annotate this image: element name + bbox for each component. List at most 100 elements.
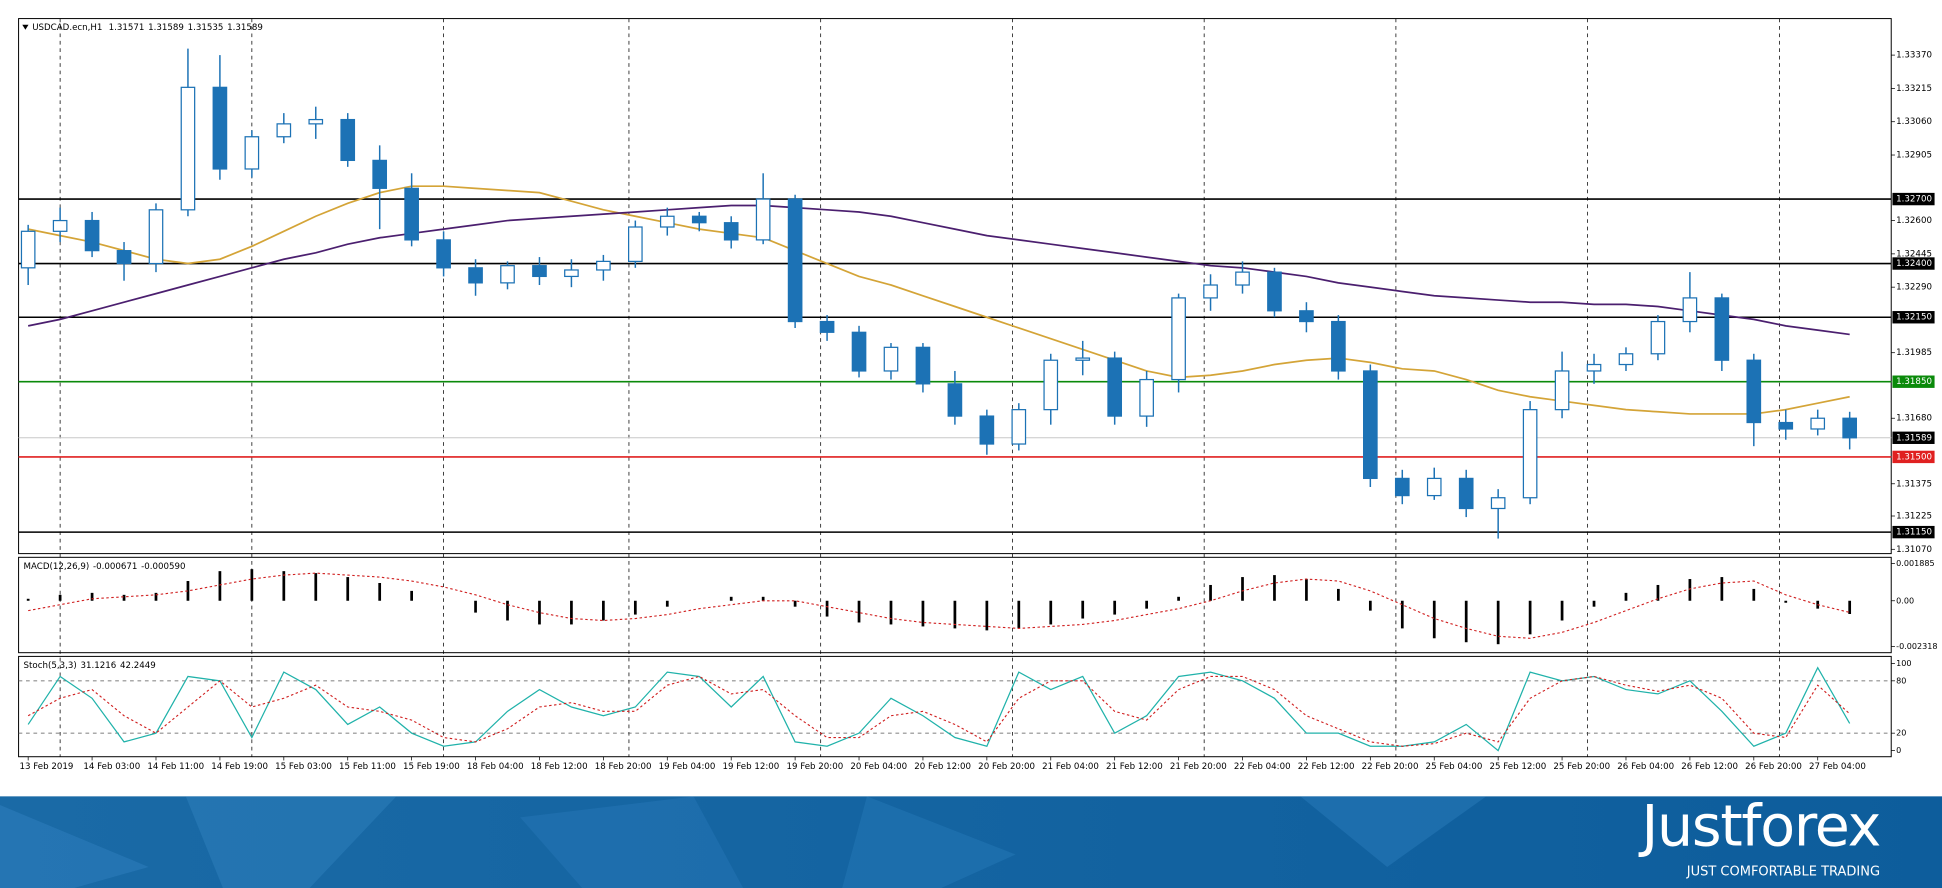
- y-tick-label: 1.33370: [1896, 51, 1932, 61]
- candle-body: [84, 219, 100, 252]
- candle-body: [1394, 477, 1410, 497]
- symbol: USDCAD.ecn,H1: [32, 23, 102, 33]
- moving-average: [27, 204, 1850, 336]
- price-level-tag: [1892, 450, 1935, 464]
- candle-body: [1618, 353, 1634, 366]
- candle-body: [436, 239, 451, 269]
- candle-body: [979, 415, 995, 445]
- candle-body: [947, 383, 963, 417]
- candle-body: [1043, 359, 1059, 411]
- y-tick-label: 0: [1896, 746, 1901, 755]
- x-tick-label: 15 Feb 19:00: [403, 762, 460, 772]
- candle-body: [1714, 297, 1730, 361]
- x-tick-label: 22 Feb 04:00: [1234, 762, 1291, 772]
- y-tick-label: 20: [1896, 729, 1906, 738]
- candle-body: [276, 123, 292, 138]
- footer-shape: [842, 796, 1016, 888]
- candle-body: [1011, 409, 1027, 445]
- candle-body: [1490, 497, 1506, 510]
- x-tick-label: 15 Feb 03:00: [275, 762, 332, 772]
- header-low: 1.31535: [188, 23, 224, 33]
- x-tick-label: 25 Feb 04:00: [1426, 762, 1483, 772]
- candle-body: [372, 159, 388, 189]
- x-tick-label: 20 Feb 12:00: [914, 762, 971, 772]
- price-level-tag: [1892, 375, 1935, 388]
- stoch-title: Stoch(5,3,3): [24, 661, 77, 671]
- footer-shape: [520, 796, 744, 888]
- candle-body: [755, 198, 771, 241]
- candle-body: [915, 346, 931, 385]
- price-level-tag: [1892, 525, 1935, 539]
- x-tick-label: 18 Feb 04:00: [467, 762, 524, 772]
- stoch-readout: 42.2449: [120, 661, 156, 671]
- y-tick-label: 0.001885: [1896, 559, 1934, 568]
- candle-body: [500, 265, 515, 284]
- price-panel: [18, 18, 1892, 555]
- x-tick-label: 22 Feb 12:00: [1298, 762, 1355, 772]
- y-tick-label: 100: [1896, 659, 1911, 668]
- macd-title: MACD(12,26,9): [24, 561, 90, 571]
- slogan: JUST COMFORTABLE TRADING: [1686, 864, 1880, 879]
- candle-body: [1746, 359, 1762, 424]
- x-tick-label: 18 Feb 20:00: [595, 762, 652, 772]
- price-level-label: 1.32150: [1896, 313, 1932, 323]
- price-level-tag: [1892, 192, 1935, 206]
- x-tick-label: 26 Feb 12:00: [1681, 762, 1738, 772]
- candle-body: [883, 346, 899, 372]
- price-level-label: 1.31500: [1896, 452, 1932, 462]
- candle-body: [1203, 284, 1218, 299]
- x-tick-label: 18 Feb 12:00: [531, 762, 588, 772]
- price-level-label: 1.32400: [1896, 259, 1932, 269]
- candle-body: [20, 230, 36, 269]
- candle-body: [1682, 297, 1698, 323]
- candle-body: [1363, 370, 1378, 480]
- y-tick-label: 0.00: [1896, 596, 1914, 605]
- menu-triangle: [22, 24, 29, 30]
- x-tick-label: 25 Feb 12:00: [1489, 762, 1546, 772]
- stoch-main: [27, 666, 1851, 752]
- price-level-label: 1.32700: [1896, 195, 1932, 205]
- candle-body: [1331, 320, 1346, 372]
- x-tick-label: 14 Feb 11:00: [147, 762, 204, 772]
- brand: Justforex: [1638, 793, 1880, 859]
- candle-body: [1139, 378, 1154, 417]
- candle-body: [723, 222, 739, 241]
- footer-shape: [0, 805, 149, 888]
- candle-body: [659, 215, 675, 228]
- candle-body: [628, 226, 643, 263]
- candle-body: [404, 187, 419, 241]
- y-tick-label: 1.31375: [1896, 479, 1932, 489]
- y-tick-label: -0.002318: [1896, 642, 1937, 651]
- x-tick-label: 21 Feb 20:00: [1170, 762, 1227, 772]
- candle-body: [564, 269, 579, 278]
- price-level-tag: [1892, 257, 1935, 270]
- y-tick-label: 1.31985: [1896, 348, 1932, 358]
- candle-body: [148, 209, 164, 265]
- candle-body: [1107, 357, 1123, 417]
- macd-readout: -0.000671: [93, 561, 137, 571]
- candle-body: [52, 219, 68, 232]
- candle-body: [1267, 271, 1282, 312]
- x-tick-label: 15 Feb 11:00: [339, 762, 396, 772]
- candle-body: [851, 331, 867, 372]
- price-header: USDCAD.ecn,H1 1.31571 1.31589 1.31535 1.3158…: [32, 23, 263, 33]
- price-level-label: 1.31150: [1896, 528, 1932, 538]
- header-close: 1.31589: [227, 23, 263, 33]
- macd-panel: [18, 556, 1892, 654]
- x-tick-label: 22 Feb 20:00: [1362, 762, 1419, 772]
- candle-body: [1299, 310, 1314, 323]
- y-tick-label: 1.31070: [1896, 545, 1932, 555]
- moving-average: [27, 185, 1850, 415]
- x-tick-label: 19 Feb 20:00: [786, 762, 843, 772]
- footer-shape: [185, 796, 397, 888]
- x-tick-label: 21 Feb 12:00: [1106, 762, 1163, 772]
- candle-body: [1650, 320, 1666, 355]
- x-tick-label: 19 Feb 04:00: [659, 762, 716, 772]
- candle-body: [1235, 271, 1250, 286]
- x-tick-label: 13 Feb 2019: [19, 762, 73, 772]
- x-tick-label: 25 Feb 20:00: [1553, 762, 1610, 772]
- x-tick-label: 27 Feb 04:00: [1809, 762, 1866, 772]
- x-tick-label: 20 Feb 04:00: [850, 762, 907, 772]
- price-level-tag: [1892, 311, 1935, 324]
